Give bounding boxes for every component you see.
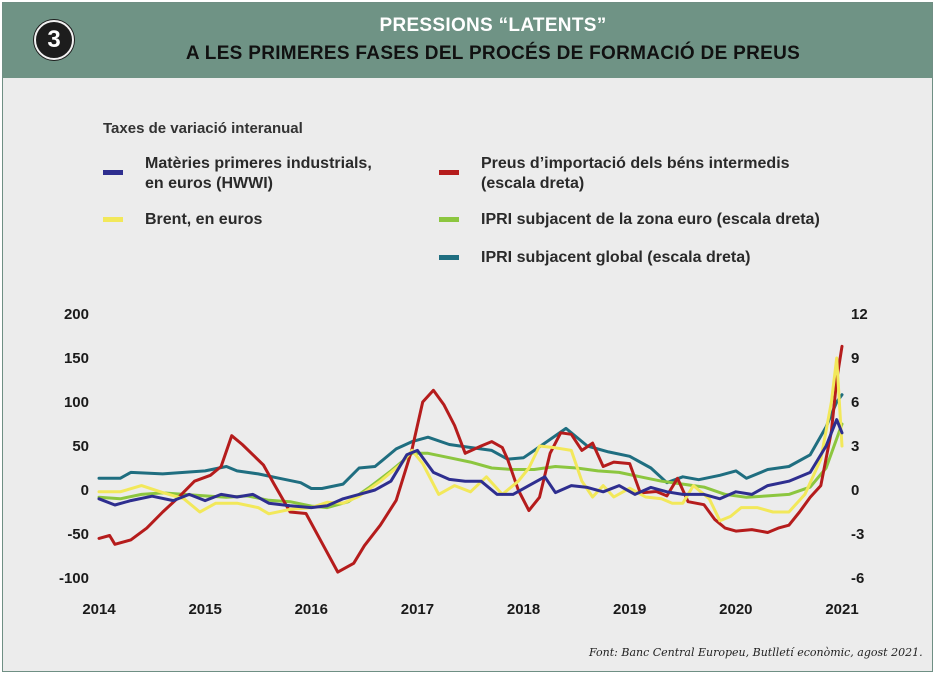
legend-swatch-brent [103, 217, 123, 222]
legend-label-ipri-euro: IPRI subjacent de la zona euro (escala d… [481, 210, 820, 230]
legend-label-ipri-global-line-1: IPRI subjacent global (escala dreta) [481, 249, 751, 266]
x-tick-label: 2017 [401, 601, 434, 618]
source-note: Font: Banc Central Europeu, Butlletí eco… [589, 646, 923, 659]
y-right-tick-label: 3 [851, 438, 859, 455]
chart-title-line-2: A LES PRIMERES FASES DEL PROCÉS DE FORMA… [185, 43, 801, 64]
legend-swatch-ipri-global [439, 255, 459, 260]
legend-label-ipri-global: IPRI subjacent global (escala dreta) [481, 248, 750, 268]
legend-label-hwwi-line-2: en euros (HWWI) [145, 175, 273, 192]
chart-subtitle: Taxes de variació interanual [103, 120, 303, 137]
x-tick-label: 2015 [188, 601, 221, 618]
series-line-brent [97, 356, 844, 523]
x-tick-label: 2021 [825, 601, 858, 618]
legend-label-hwwi-line-1: Matèries primeres industrials, [145, 155, 372, 172]
legend-label-brent: Brent, en euros [145, 210, 262, 230]
x-tick-label: 2014 [82, 601, 116, 618]
y-left-tick-label: 0 [81, 482, 89, 499]
y-right-tick-label: -3 [851, 526, 864, 543]
series-line-ipri-euro [97, 422, 844, 510]
y-left-tick-label: -50 [67, 526, 89, 543]
legend-swatch-hwwi [103, 170, 123, 175]
y-right-tick-label: 6 [851, 394, 859, 411]
y-left-tick-label: 100 [64, 394, 89, 411]
header-bar: 3 PRESSIONS “LATENTS” A LES PRIMERES FAS… [3, 3, 932, 78]
x-tick-label: 2020 [719, 601, 752, 618]
tick-layer: 200 150 100 50 0 -50 -100 12 9 6 3 0 -3 -6 2014 2015 201… [59, 306, 868, 618]
series-line-ipri-global [97, 393, 844, 490]
legend-label-ipri-euro-line-1: IPRI subjacent de la zona euro (escala d… [481, 211, 820, 228]
x-tick-label: 2019 [613, 601, 646, 618]
legend-label-import-line-2: (escala dreta) [481, 175, 585, 192]
y-left-tick-label: -100 [59, 570, 89, 587]
series-line-import [97, 344, 844, 574]
legend-label-brent-line-1: Brent, en euros [145, 211, 263, 228]
chart-plot: 200 150 100 50 0 -50 -100 12 9 6 3 0 -3 -6 2014 2015 201… [59, 306, 868, 618]
y-right-tick-label: 12 [851, 306, 868, 323]
figure-number-badge: 3 [34, 20, 74, 60]
y-left-tick-label: 150 [64, 350, 89, 367]
legend-swatch-ipri-euro [439, 217, 459, 222]
y-right-tick-label: 0 [851, 482, 859, 499]
y-left-tick-label: 50 [72, 438, 89, 455]
x-tick-label: 2018 [507, 601, 540, 618]
chart-title-line-1: PRESSIONS “LATENTS” [379, 15, 607, 36]
y-right-tick-label: 9 [851, 350, 859, 367]
x-tick-label: 2016 [295, 601, 328, 618]
series-line-hwwi [97, 418, 844, 510]
y-left-tick-label: 200 [64, 306, 89, 323]
series-layer [97, 344, 844, 574]
legend-label-hwwi: Matèries primeres industrials, en euros … [145, 154, 372, 194]
legend-label-import: Preus d’importació dels béns intermedis … [481, 154, 790, 194]
legend-label-import-line-1: Preus d’importació dels béns intermedis [481, 155, 790, 172]
legend-swatch-import [439, 170, 459, 175]
y-right-tick-label: -6 [851, 570, 864, 587]
